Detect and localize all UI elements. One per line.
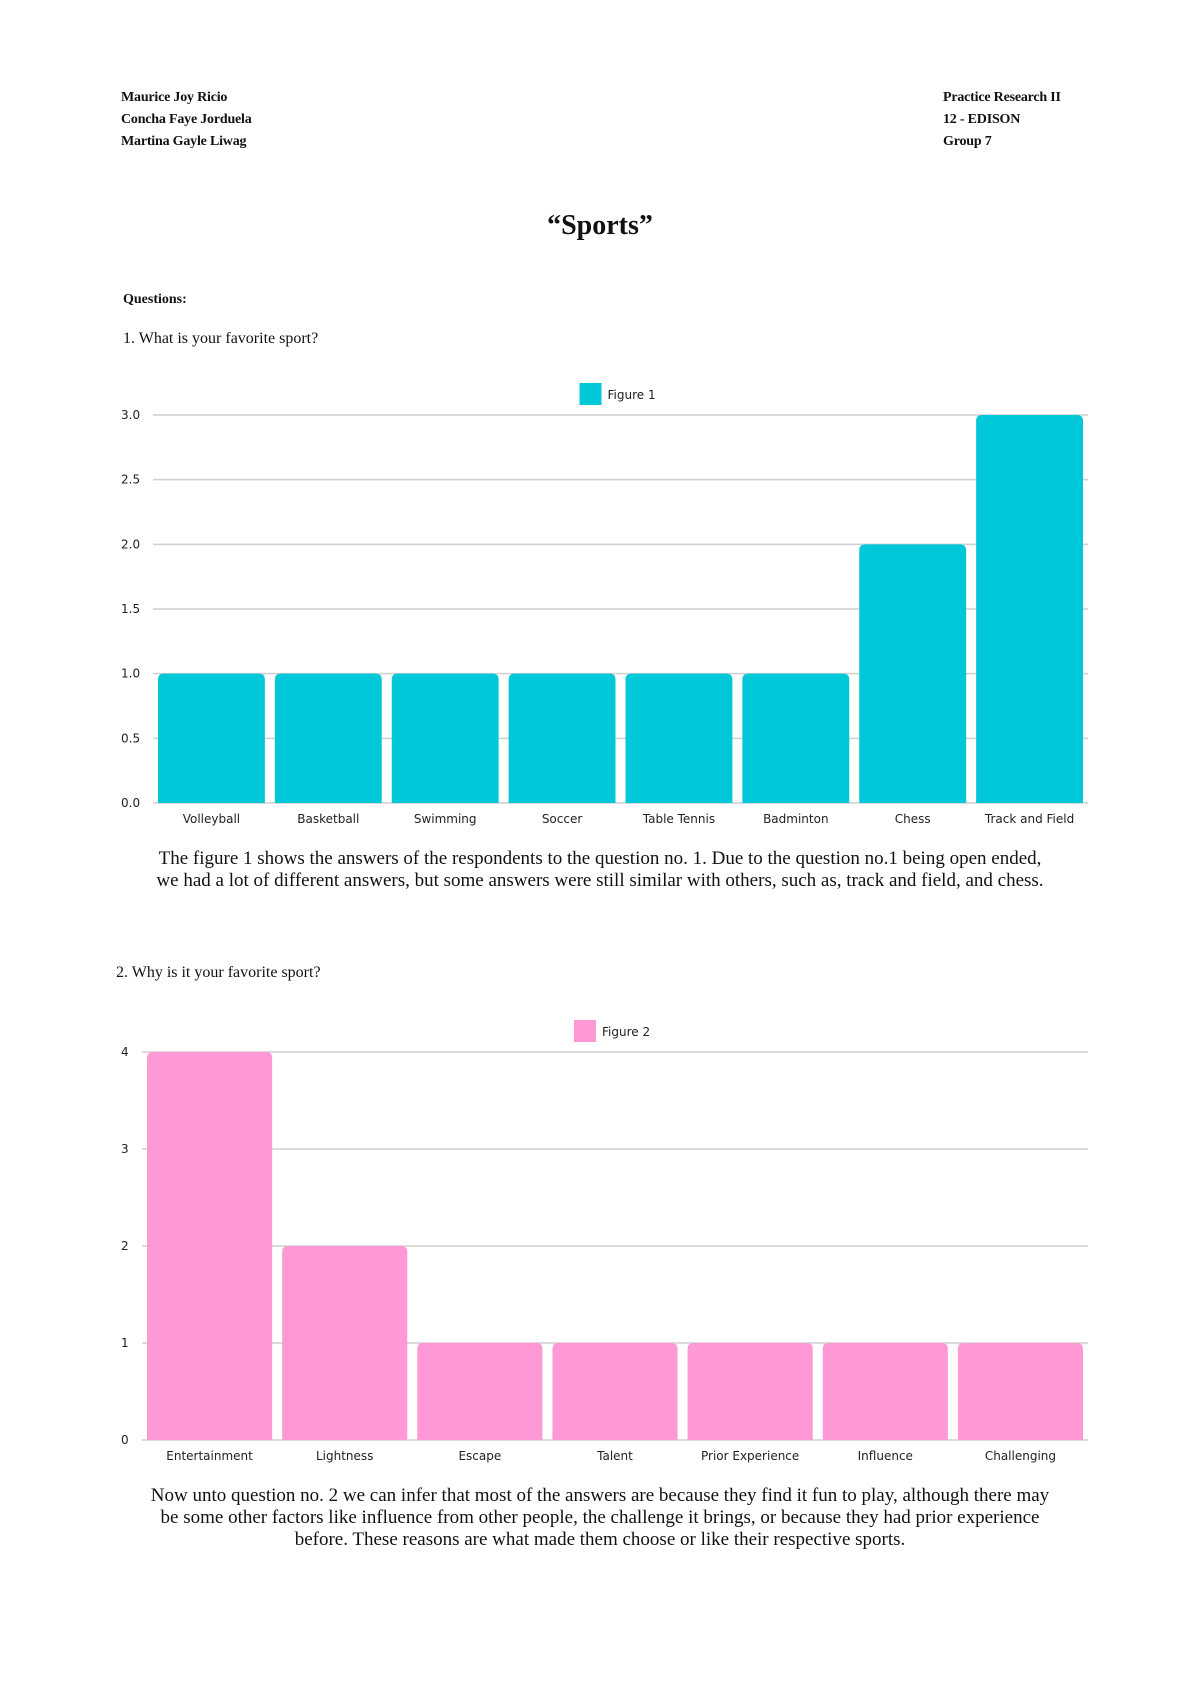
y-tick-label: 2.5 bbox=[121, 473, 140, 487]
bar-entertainment bbox=[147, 1052, 273, 1440]
x-tick-label: Entertainment bbox=[166, 1449, 253, 1463]
y-tick-label: 2 bbox=[121, 1239, 129, 1253]
question-2: 2. Why is it your favorite sport? bbox=[116, 964, 321, 981]
y-tick-label: 3.0 bbox=[121, 408, 140, 422]
x-tick-label: Challenging bbox=[985, 1449, 1056, 1463]
y-tick-label: 0.5 bbox=[121, 731, 140, 745]
group: Group 7 bbox=[943, 134, 992, 149]
y-tick-label: 4 bbox=[121, 1045, 129, 1059]
author-name: Martina Gayle Liwag bbox=[121, 134, 247, 149]
bar-challenging bbox=[957, 1343, 1083, 1440]
bar-swimming bbox=[391, 673, 499, 803]
x-tick-label: Swimming bbox=[414, 812, 477, 826]
x-tick-label: Talent bbox=[596, 1449, 633, 1463]
bar-escape bbox=[417, 1343, 543, 1440]
x-tick-label: Table Tennis bbox=[642, 812, 715, 826]
course-info: Practice Research II 12 - EDISON Group 7 bbox=[943, 87, 1061, 153]
x-tick-label: Basketball bbox=[297, 812, 359, 826]
bar-talent bbox=[552, 1343, 678, 1440]
figure-2-description: Now unto question no. 2 we can infer tha… bbox=[150, 1485, 1050, 1550]
y-tick-label: 1.5 bbox=[121, 602, 140, 616]
y-tick-label: 0 bbox=[121, 1433, 129, 1447]
course-name: Practice Research II bbox=[943, 90, 1061, 105]
y-tick-label: 3 bbox=[121, 1142, 129, 1156]
x-tick-label: Escape bbox=[458, 1449, 501, 1463]
x-tick-label: Volleyball bbox=[183, 812, 240, 826]
x-tick-label: Track and Field bbox=[984, 812, 1074, 826]
author-name: Maurice Joy Ricio bbox=[121, 90, 228, 105]
x-tick-label: Lightness bbox=[316, 1449, 373, 1463]
x-tick-label: Chess bbox=[895, 812, 931, 826]
legend-swatch bbox=[574, 1020, 596, 1042]
y-tick-label: 1.0 bbox=[121, 667, 140, 681]
x-tick-label: Prior Experience bbox=[701, 1449, 799, 1463]
legend-label: Figure 1 bbox=[608, 388, 656, 402]
bar-prior-experience bbox=[687, 1343, 813, 1440]
figure-1-description: The figure 1 shows the answers of the re… bbox=[156, 848, 1044, 891]
legend-swatch bbox=[579, 383, 602, 405]
x-tick-label: Influence bbox=[858, 1449, 913, 1463]
x-tick-label: Badminton bbox=[763, 812, 828, 826]
questions-label: Questions: bbox=[123, 292, 187, 307]
figure-1-chart: Figure 1 0.0 0.5 1.0 1.5 2.0 2.5 3.0 Volleyball B… bbox=[121, 383, 1088, 826]
author-name: Concha Faye Jorduela bbox=[121, 112, 252, 127]
x-tick-label: Soccer bbox=[542, 812, 583, 826]
bar-table-tennis bbox=[625, 673, 733, 803]
bar-basketball bbox=[274, 673, 382, 803]
bar-influence bbox=[822, 1343, 948, 1440]
page-title: “Sports” bbox=[547, 210, 653, 241]
bar-chess bbox=[859, 544, 967, 803]
legend-label: Figure 2 bbox=[602, 1025, 650, 1039]
bar-volleyball bbox=[158, 673, 265, 803]
section: 12 - EDISON bbox=[943, 112, 1021, 127]
y-tick-label: 0.0 bbox=[121, 796, 140, 810]
y-tick-label: 2.0 bbox=[121, 537, 140, 551]
figure-2-chart: Figure 2 0 1 2 3 4 Entertainment Lightness Escap… bbox=[121, 1020, 1088, 1463]
bar-lightness bbox=[282, 1246, 408, 1440]
question-1: 1. What is your favorite sport? bbox=[123, 330, 319, 347]
bar-badminton bbox=[742, 673, 850, 803]
y-tick-label: 1 bbox=[121, 1336, 129, 1350]
bar-track-and-field bbox=[976, 415, 1083, 803]
authors: Maurice Joy Ricio Concha Faye Jorduela M… bbox=[121, 87, 252, 153]
bar-soccer bbox=[508, 673, 616, 803]
